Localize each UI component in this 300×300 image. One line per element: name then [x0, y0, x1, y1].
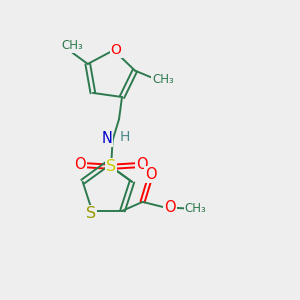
Text: O: O	[136, 157, 148, 172]
Text: O: O	[146, 167, 157, 182]
Text: O: O	[164, 200, 176, 215]
Text: O: O	[74, 157, 86, 172]
Text: CH₃: CH₃	[185, 202, 206, 215]
Text: S: S	[85, 206, 96, 221]
Text: N: N	[101, 131, 112, 146]
Text: H: H	[120, 130, 130, 144]
Text: S: S	[106, 159, 116, 174]
Text: CH₃: CH₃	[61, 39, 83, 52]
Text: CH₃: CH₃	[152, 73, 174, 86]
Text: O: O	[111, 43, 122, 57]
